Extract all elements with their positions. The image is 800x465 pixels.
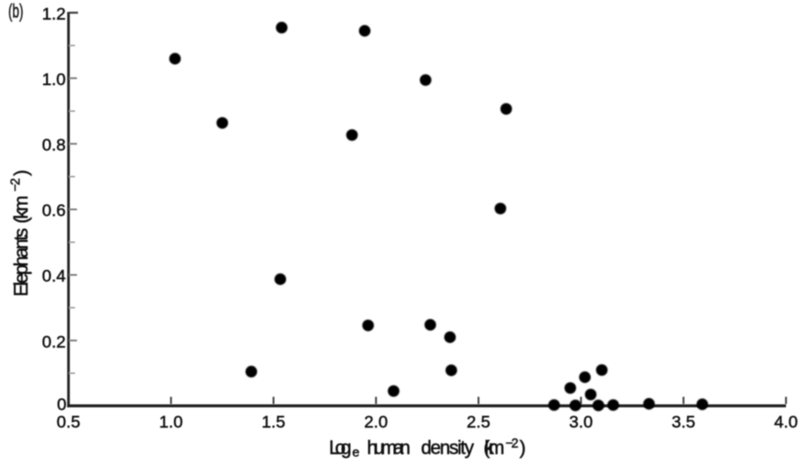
svg-text:Elephants: Elephants: [12, 228, 33, 297]
svg-text:3.5: 3.5: [672, 412, 696, 431]
svg-text:e: e: [352, 445, 359, 460]
svg-text:(km: (km: [484, 438, 505, 459]
svg-text:0.8: 0.8: [42, 136, 66, 155]
svg-text:(km: (km: [12, 196, 33, 224]
svg-text:−2: −2: [8, 178, 23, 192]
svg-text:1.0: 1.0: [42, 70, 66, 89]
svg-text:density: density: [421, 438, 475, 459]
svg-text:2.0: 2.0: [364, 412, 388, 431]
svg-text:3.0: 3.0: [569, 412, 593, 431]
svg-text:0.4: 0.4: [42, 267, 66, 286]
svg-text:): ): [12, 170, 33, 176]
svg-text:): ): [520, 438, 526, 459]
svg-text:4.0: 4.0: [774, 412, 798, 431]
svg-text:0.5: 0.5: [57, 412, 81, 431]
svg-text:(b): (b): [8, 1, 23, 23]
svg-text:human: human: [367, 438, 411, 459]
svg-text:1.0: 1.0: [159, 412, 183, 431]
svg-text:1.5: 1.5: [262, 412, 286, 431]
svg-text:0.6: 0.6: [42, 201, 66, 220]
svg-text:1.2: 1.2: [42, 5, 66, 24]
svg-text:0: 0: [57, 395, 66, 414]
svg-text:Log: Log: [329, 438, 352, 459]
svg-text:0.2: 0.2: [42, 332, 66, 351]
svg-text:−2: −2: [506, 435, 519, 450]
svg-text:2.5: 2.5: [467, 412, 491, 431]
